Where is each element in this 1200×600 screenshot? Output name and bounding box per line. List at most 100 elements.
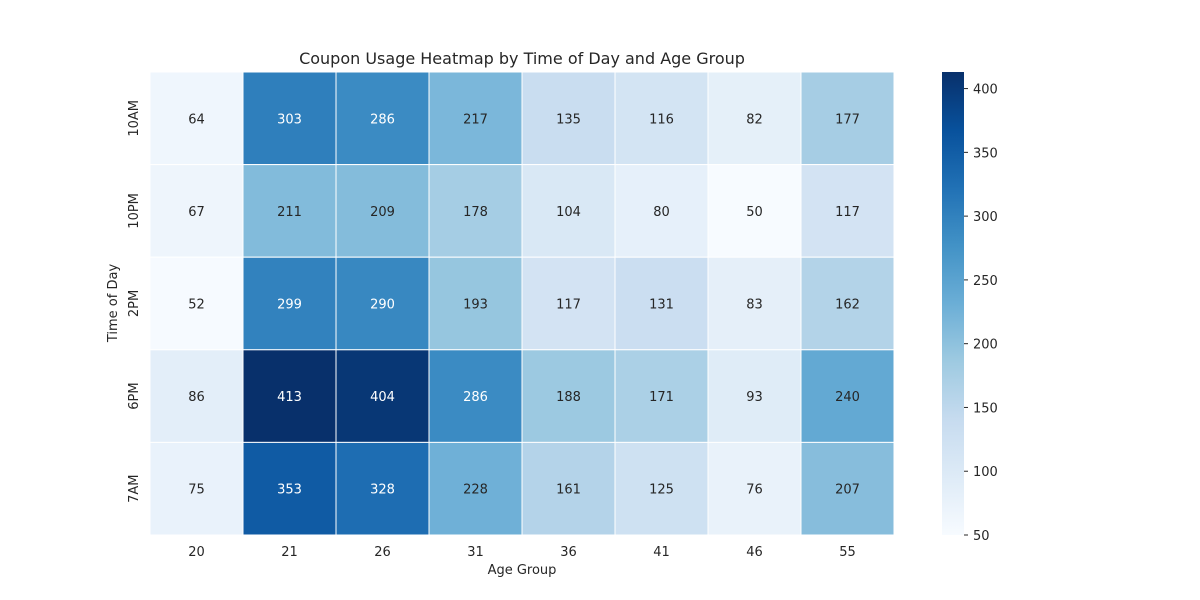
heatmap-cell	[707, 349, 802, 443]
cell-value-label: 125	[649, 483, 674, 498]
x-tick-label: 46	[746, 545, 763, 560]
colorbar	[942, 72, 964, 535]
cell-value-label: 211	[277, 205, 302, 220]
heatmap-cell	[614, 256, 709, 351]
x-axis-label: Age Group	[488, 563, 557, 578]
heatmap-cell	[149, 71, 244, 166]
heatmap-cell	[242, 256, 337, 351]
heatmap-cell	[428, 441, 523, 536]
cell-value-label: 303	[277, 112, 302, 127]
heatmap-cell	[521, 71, 616, 166]
cell-value-label: 161	[556, 483, 581, 498]
y-tick-label: 10PM	[127, 193, 142, 229]
cell-value-label: 209	[370, 205, 395, 220]
colorbar-tick-label: 400	[973, 83, 998, 98]
cell-value-label: 413	[277, 390, 302, 405]
heatmap-cell	[800, 71, 895, 166]
colorbar-tick-label: 250	[973, 274, 998, 289]
cell-value-label: 328	[370, 483, 395, 498]
cell-value-label: 135	[556, 112, 581, 127]
cell-value-label: 207	[835, 483, 860, 498]
colorbar-tick-label: 100	[973, 465, 998, 480]
heatmap-cell	[149, 349, 244, 443]
x-tick-label: 20	[188, 545, 205, 560]
cell-value-label: 52	[188, 298, 205, 313]
heatmap-cell	[335, 71, 430, 166]
chart-title: Coupon Usage Heatmap by Time of Day and …	[299, 49, 745, 68]
x-tick-labels: 20 21 26 31 36 41 46 55	[188, 545, 856, 560]
cell-value-label: 50	[746, 205, 763, 220]
cell-value-label: 76	[746, 483, 763, 498]
cell-value-label: 117	[556, 298, 581, 313]
heatmap-cell	[335, 349, 430, 443]
cell-value-label: 240	[835, 390, 860, 405]
colorbar-ticks: 50 100 150 200 250 300 350 400	[964, 83, 998, 544]
y-tick-labels: 10AM 10PM 2PM 6PM 7AM	[127, 100, 142, 503]
heatmap-cells: 64 303 286 217 135 116 82 177 67 211 209 178 104 80 50…	[149, 71, 895, 536]
colorbar-tick-label: 350	[973, 146, 998, 161]
cell-value-label: 116	[649, 112, 674, 127]
y-tick-label: 2PM	[127, 290, 142, 317]
heatmap-cell	[428, 349, 523, 443]
cell-value-label: 117	[835, 205, 860, 220]
cell-value-label: 86	[188, 390, 205, 405]
x-tick-label: 55	[839, 545, 856, 560]
heatmap-cell	[428, 256, 523, 351]
cell-value-label: 353	[277, 483, 302, 498]
heatmap-cell	[707, 256, 802, 351]
y-axis-label: Time of Day	[106, 264, 121, 344]
cell-value-label: 404	[370, 390, 395, 405]
heatmap-cell	[614, 441, 709, 536]
heatmap-cell	[800, 164, 895, 258]
y-tick-label: 10AM	[127, 100, 142, 137]
x-tick-label: 36	[560, 545, 577, 560]
heatmap-cell	[707, 164, 802, 258]
cell-value-label: 178	[463, 205, 488, 220]
heatmap-cell	[428, 71, 523, 166]
cell-value-label: 80	[653, 205, 670, 220]
cell-value-label: 177	[835, 112, 860, 127]
cell-value-label: 162	[835, 298, 860, 313]
cell-value-label: 171	[649, 390, 674, 405]
colorbar-tick-label: 50	[973, 529, 990, 544]
cell-value-label: 93	[746, 390, 763, 405]
heatmap-cell	[800, 256, 895, 351]
heatmap-cell	[242, 441, 337, 536]
cell-value-label: 290	[370, 298, 395, 313]
cell-value-label: 286	[370, 112, 395, 127]
cell-value-label: 228	[463, 483, 488, 498]
cell-value-label: 131	[649, 298, 674, 313]
cell-value-label: 299	[277, 298, 302, 313]
x-tick-label: 21	[281, 545, 298, 560]
cell-value-label: 83	[746, 298, 763, 313]
cell-value-label: 64	[188, 112, 205, 127]
y-tick-label: 6PM	[127, 382, 142, 409]
heatmap-cell	[428, 164, 523, 258]
heatmap-cell	[614, 164, 709, 258]
colorbar-tick-label: 200	[973, 338, 998, 353]
cell-value-label: 286	[463, 390, 488, 405]
heatmap-cell	[242, 71, 337, 166]
cell-value-label: 104	[556, 205, 581, 220]
colorbar-tick-label: 150	[973, 401, 998, 416]
x-tick-label: 26	[374, 545, 391, 560]
heatmap-cell	[521, 256, 616, 351]
heatmap-cell	[521, 349, 616, 443]
cell-value-label: 67	[188, 205, 205, 220]
heatmap-cell	[335, 256, 430, 351]
x-tick-label: 41	[653, 545, 670, 560]
colorbar-tick-label: 300	[973, 210, 998, 225]
cell-value-label: 217	[463, 112, 488, 127]
heatmap-cell	[521, 441, 616, 536]
x-tick-label: 31	[467, 545, 484, 560]
heatmap-cell	[707, 441, 802, 536]
cell-value-label: 188	[556, 390, 581, 405]
y-tick-label: 7AM	[127, 475, 142, 503]
heatmap-cell	[242, 164, 337, 258]
heatmap-cell	[149, 256, 244, 351]
cell-value-label: 193	[463, 298, 488, 313]
heatmap-cell	[614, 71, 709, 166]
heatmap-cell	[800, 441, 895, 536]
